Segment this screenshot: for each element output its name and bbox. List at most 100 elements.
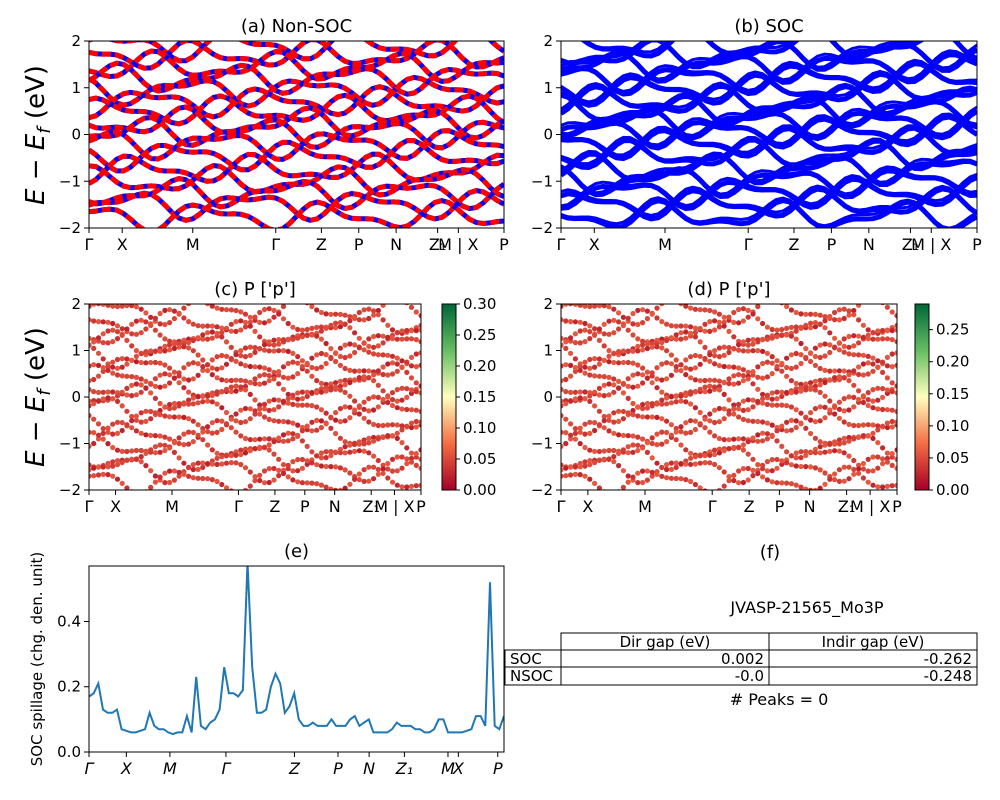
- projection-point: [266, 348, 272, 354]
- projection-point: [736, 320, 742, 326]
- projection-point: [257, 402, 263, 408]
- projection-point: [304, 423, 310, 429]
- projection-point: [404, 406, 410, 413]
- projection-point: [318, 424, 324, 431]
- projection-point: [195, 432, 201, 438]
- projection-point: [841, 343, 847, 349]
- projection-point: [640, 401, 646, 408]
- projection-point: [261, 480, 268, 486]
- projection-point: [200, 437, 206, 443]
- projection-point: [659, 361, 665, 367]
- x-tick-label: Z₁: [902, 235, 919, 254]
- projection-point: [228, 377, 234, 384]
- projection-point: [247, 323, 253, 329]
- projection-point: [692, 329, 699, 336]
- projection-point: [875, 427, 881, 433]
- projection-point: [630, 407, 636, 414]
- projection-point: [105, 429, 111, 435]
- projection-point: [812, 383, 819, 389]
- projection-point: [582, 327, 588, 333]
- projection-point: [659, 339, 665, 346]
- projection-point: [333, 430, 339, 437]
- projection-point: [347, 442, 353, 448]
- projection-point: [596, 326, 603, 332]
- projection-point: [740, 339, 747, 345]
- projection-point: [851, 368, 857, 374]
- x-tick-label: N: [363, 759, 375, 778]
- y-tick-label: −2: [59, 219, 81, 237]
- projection-point: [356, 344, 362, 350]
- projection-point: [337, 378, 343, 384]
- projection-point: [625, 348, 631, 354]
- projection-point: [318, 380, 324, 386]
- projection-point: [162, 480, 168, 486]
- projection-point: [601, 374, 607, 380]
- projection-point: [228, 453, 234, 459]
- projection-point: [721, 469, 727, 475]
- projection-point: [788, 417, 795, 423]
- projection-point: [884, 420, 891, 426]
- projection-point: [328, 415, 334, 421]
- projection-point: [89, 473, 92, 479]
- projection-point: [399, 465, 405, 471]
- projection-point: [195, 466, 201, 472]
- projection-point: [214, 305, 220, 311]
- projection-point: [290, 431, 296, 437]
- projection-point: [162, 470, 168, 476]
- projection-point: [219, 334, 225, 340]
- colorbar-tick-label: 0.25: [463, 326, 496, 344]
- projection-point: [812, 435, 819, 441]
- projection-point: [167, 342, 173, 348]
- plot-area: [89, 566, 504, 736]
- projection-point: [841, 396, 847, 402]
- projection-point: [673, 367, 679, 373]
- projection-point: [712, 407, 718, 413]
- projection-point: [176, 435, 182, 441]
- projection-point: [347, 341, 353, 347]
- band-line: [561, 186, 977, 222]
- projection-point: [347, 404, 353, 410]
- y-tick-label: −2: [531, 481, 553, 499]
- table-row-label-soc: SOC: [510, 650, 542, 668]
- projection-point: [875, 397, 881, 403]
- projection-point: [290, 468, 296, 474]
- x-tick-label: M | X: [374, 497, 414, 516]
- projection-point: [688, 305, 694, 311]
- projection-point: [793, 328, 799, 334]
- projection-point: [89, 342, 92, 348]
- projection-point: [688, 455, 694, 461]
- projection-point: [870, 430, 876, 436]
- projection-point: [640, 338, 646, 344]
- projection-point: [712, 377, 718, 383]
- projection-point: [561, 378, 564, 384]
- x-tick-label: Z: [288, 759, 301, 778]
- projection-point: [195, 400, 201, 406]
- projection-point: [683, 365, 689, 371]
- projection-point: [654, 460, 660, 466]
- projection-point: [755, 337, 761, 343]
- projection-point: [784, 419, 790, 425]
- projection-point: [361, 374, 367, 380]
- projection-point: [683, 399, 689, 405]
- projection-point: [736, 401, 742, 407]
- projection-point: [148, 447, 154, 453]
- projection-point: [716, 446, 723, 452]
- projection-point: [252, 345, 258, 351]
- projection-point: [712, 447, 718, 453]
- projection-point: [285, 348, 291, 354]
- projection-point: [659, 464, 665, 471]
- projection-point: [171, 308, 177, 314]
- projection-point: [394, 482, 400, 488]
- projection-point: [596, 361, 603, 367]
- projection-point: [285, 391, 291, 397]
- projection-point: [138, 330, 144, 336]
- projection-point: [261, 445, 268, 451]
- projection-point: [148, 314, 154, 320]
- projection-point: [561, 342, 564, 348]
- projection-point: [812, 419, 819, 425]
- projection-point: [644, 468, 651, 474]
- projection-point: [404, 327, 410, 334]
- projection-point: [635, 480, 641, 486]
- projection-point: [337, 311, 343, 317]
- projection-point: [129, 343, 135, 349]
